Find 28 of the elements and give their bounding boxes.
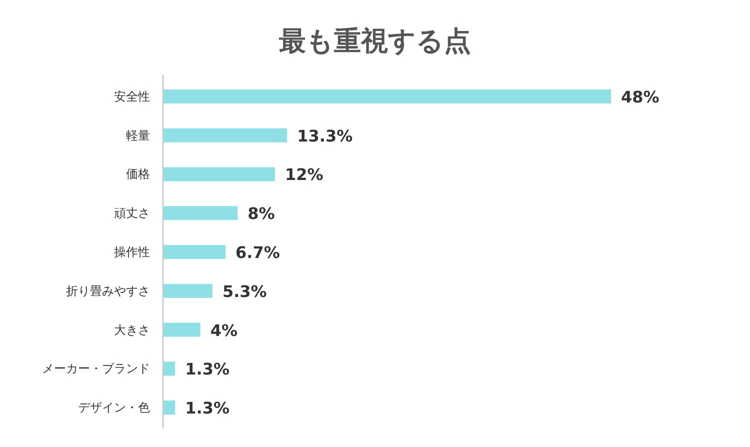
data-label: 5.3% [222, 282, 267, 301]
y-tick-label: 操作性 [114, 245, 150, 259]
chart-title: 最も重視する点 [278, 26, 471, 57]
y-tick-label: 折り畳みやすさ [66, 284, 150, 298]
bar [163, 362, 176, 376]
data-label: 1.3% [185, 360, 230, 379]
y-tick-label: 価格 [126, 167, 150, 182]
y-tick-label: 安全性 [114, 89, 150, 104]
y-tick-label: デザイン・色 [78, 400, 150, 415]
y-tick-label: 頑丈さ [114, 206, 150, 220]
bar [163, 400, 176, 415]
y-tick-label: 大きさ [114, 322, 150, 337]
data-label: 48% [621, 87, 660, 106]
bar [163, 322, 200, 337]
bar [163, 167, 275, 182]
bar [163, 245, 226, 259]
data-label: 13.3% [297, 126, 353, 146]
data-label: 1.3% [185, 398, 230, 418]
bar [163, 284, 212, 298]
y-tick-label: メーカー・ブランド [42, 362, 150, 376]
data-label: 8% [248, 204, 275, 224]
data-label: 4% [210, 320, 238, 340]
y-tick-label: 軽量 [126, 128, 150, 142]
bar [163, 206, 238, 220]
bar [163, 89, 611, 104]
data-label: 6.7% [236, 243, 280, 262]
bar [163, 128, 288, 142]
data-label: 12% [285, 165, 324, 184]
